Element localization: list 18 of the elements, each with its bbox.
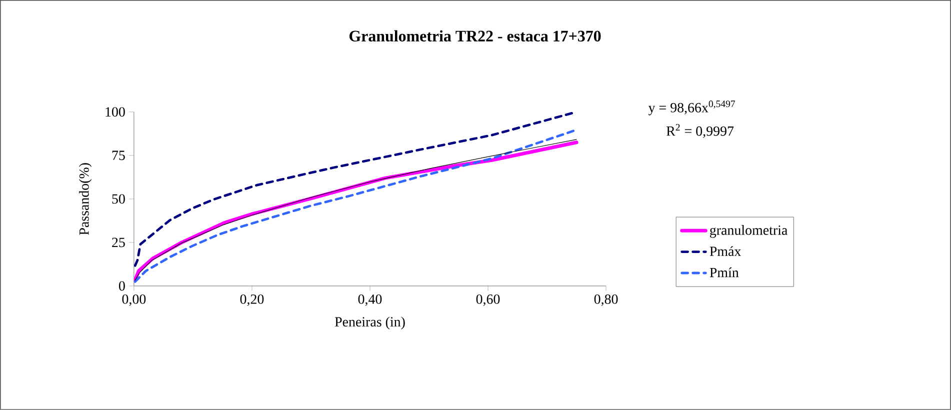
y-tick-label: 75	[112, 150, 125, 160]
text: y = 98,66x$^{0,5497}$	[648, 100, 736, 116]
legend-label: Pmáx	[710, 246, 742, 256]
legend-label: Pmín	[710, 267, 739, 278]
x-tick-label: 0,20	[240, 294, 264, 306]
y-tick-label: 50	[112, 194, 125, 204]
x-tick-label: 0,80	[594, 294, 618, 306]
chart-title: Granulometria TR22 - estaca 17+370	[349, 30, 601, 42]
y-axis-title: Passando(%)	[78, 163, 92, 236]
x-tick-label: 0,40	[358, 294, 382, 306]
x-axis-title: Peneiras (in)	[334, 316, 405, 330]
text: R$^{2}$ = 0,9997	[666, 124, 734, 138]
y-tick-label: 100	[106, 107, 125, 117]
x-tick-label: 0,00	[122, 294, 146, 306]
legend-label: granulometria	[710, 225, 788, 238]
y-tick-label: 0	[118, 281, 125, 291]
x-tick-label: 0,60	[476, 294, 500, 306]
y-tick-label: 25	[112, 238, 125, 248]
